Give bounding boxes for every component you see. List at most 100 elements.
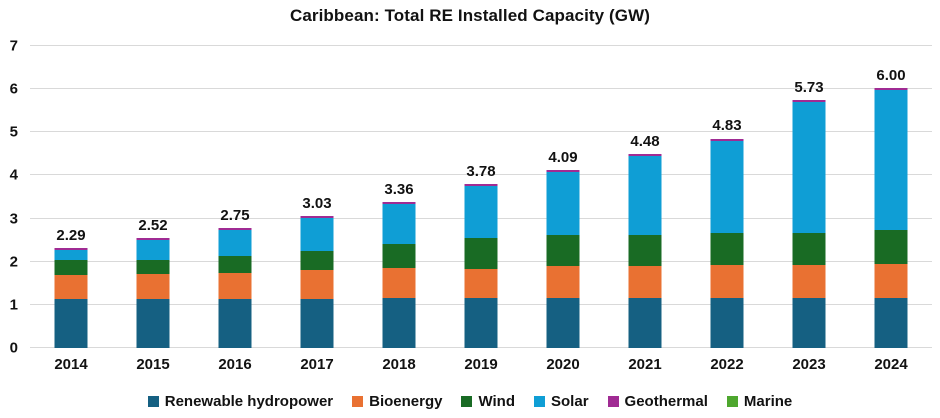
bar-segment-geothermal [792, 99, 826, 102]
plot-area: 2.29 2.52 2.75 3.03 3.36 3.78 4.09 4.48 4.83 5.73… [30, 45, 932, 348]
y-axis-tick-label: 6 [9, 80, 18, 98]
bar-segment-bioenergy [874, 264, 908, 298]
bar-segment-bioenergy [546, 265, 580, 298]
bar-total-label: 3.36 [384, 180, 414, 198]
bar-total-label: 4.48 [630, 132, 660, 150]
bar-segment-wind [382, 244, 416, 268]
legend-swatch [534, 396, 546, 407]
bar-segment-bioenergy [464, 268, 498, 298]
y-axis-tick-label: 2 [9, 253, 18, 271]
bar-total-label: 3.78 [466, 162, 496, 180]
bar-slot-2015: 2.52 [112, 46, 194, 348]
y-axis-tick-label: 4 [9, 166, 18, 184]
bar-segment-wind [874, 229, 908, 265]
legend-label: Geothermal [624, 393, 708, 410]
bar-total-label: 2.75 [220, 207, 250, 225]
bar-segment-bioenergy [792, 265, 826, 298]
bar-segment-renewable-hydropower [136, 299, 170, 348]
bar-segment-geothermal [874, 88, 908, 91]
x-axis-label: 2017 [300, 356, 334, 373]
bar-segment-solar [628, 155, 662, 235]
bar-total-label: 3.03 [302, 195, 332, 213]
bar-total-label: 6.00 [876, 67, 906, 85]
bar-segment-wind [710, 233, 744, 266]
bar-segment-bioenergy [136, 273, 170, 300]
bar-segment-wind [136, 259, 170, 274]
bar-stack-2017 [300, 216, 334, 348]
bar-segment-solar [546, 172, 580, 235]
bar-stack-2018 [382, 201, 416, 348]
x-axis-label: 2016 [218, 356, 252, 373]
gridline [30, 174, 932, 176]
legend-swatch [147, 396, 159, 407]
x-axis-label: 2015 [136, 356, 170, 373]
bar-segment-geothermal [546, 170, 580, 173]
legend-label: Marine [743, 393, 793, 410]
bar-total-label: 2.29 [56, 227, 86, 245]
bar-segment-geothermal [628, 153, 662, 156]
x-axis-label: 2020 [546, 356, 580, 373]
bar-slot-2014: 2.29 [30, 46, 112, 348]
bar-slot-2017: 3.03 [276, 46, 358, 348]
bar-segment-geothermal [300, 216, 334, 219]
bar-stack-2019 [464, 183, 498, 348]
legend-swatch [726, 396, 738, 407]
legend-item-bioenergy: Bioenergy [352, 393, 442, 410]
legend-label: Bioenergy [369, 393, 443, 410]
bar-stack-2022 [710, 138, 744, 348]
legend-label: Renewable hydropower [164, 393, 334, 410]
bar-slot-2020: 4.09 [522, 46, 604, 348]
legend-swatch [461, 396, 473, 407]
bar-segment-renewable-hydropower [792, 297, 826, 348]
y-axis-tick-label: 0 [9, 339, 18, 357]
bar-slot-2018: 3.36 [358, 46, 440, 348]
bar-segment-renewable-hydropower [300, 298, 334, 348]
x-axis-label: 2021 [628, 356, 662, 373]
bar-segment-renewable-hydropower [382, 297, 416, 348]
gridline [30, 88, 932, 90]
bar-segment-wind [464, 237, 498, 269]
x-axis-label: 2022 [710, 356, 744, 373]
x-axis: 2014 2015 2016 2017 2018 2019 2020 2021 2022 2023… [30, 356, 932, 373]
bar-segment-wind [546, 234, 580, 266]
bar-segment-bioenergy [382, 267, 416, 298]
bar-segment-bioenergy [300, 269, 334, 299]
gridline [30, 131, 932, 133]
bar-stack-2023 [792, 99, 826, 348]
legend-item-renewable-hydropower: Renewable hydropower [147, 393, 334, 410]
x-axis-label: 2018 [382, 356, 416, 373]
bar-segment-renewable-hydropower [464, 297, 498, 348]
legend-item-solar: Solar [534, 393, 589, 410]
bar-segment-solar [464, 185, 498, 238]
bar-segment-wind [628, 234, 662, 266]
bar-total-label: 4.09 [548, 149, 578, 167]
bar-segment-wind [218, 255, 252, 274]
bar-segment-solar [792, 101, 826, 234]
bar-segment-bioenergy [628, 265, 662, 298]
legend-label: Solar [551, 393, 589, 410]
bar-total-label: 5.73 [794, 78, 824, 96]
bar-segment-solar [136, 240, 170, 260]
y-axis: 0 1 2 3 4 5 6 7 [0, 39, 24, 356]
x-axis-label: 2019 [464, 356, 498, 373]
bar-segment-geothermal [54, 248, 88, 251]
bar-segment-solar [218, 230, 252, 256]
bar-stack-2020 [546, 170, 580, 348]
x-axis-label: 2024 [874, 356, 908, 373]
bar-segment-renewable-hydropower [874, 297, 908, 348]
y-axis-tick-label: 1 [9, 296, 18, 314]
bar-slot-2021: 4.48 [604, 46, 686, 348]
legend-label: Wind [478, 393, 516, 410]
bar-segment-geothermal [136, 238, 170, 241]
bar-slot-2024: 6.00 [850, 46, 932, 348]
bar-segment-renewable-hydropower [546, 297, 580, 348]
bar-total-label: 4.83 [712, 117, 742, 135]
bar-segment-solar [710, 140, 744, 234]
bars-container: 2.29 2.52 2.75 3.03 3.36 3.78 4.09 4.48 4.83 5.73… [30, 46, 932, 348]
y-axis-tick-label: 5 [9, 123, 18, 141]
bar-segment-geothermal [382, 201, 416, 204]
bar-segment-wind [792, 233, 826, 266]
chart-title: Caribbean: Total RE Installed Capacity (… [289, 6, 651, 25]
bar-segment-geothermal [218, 228, 252, 231]
